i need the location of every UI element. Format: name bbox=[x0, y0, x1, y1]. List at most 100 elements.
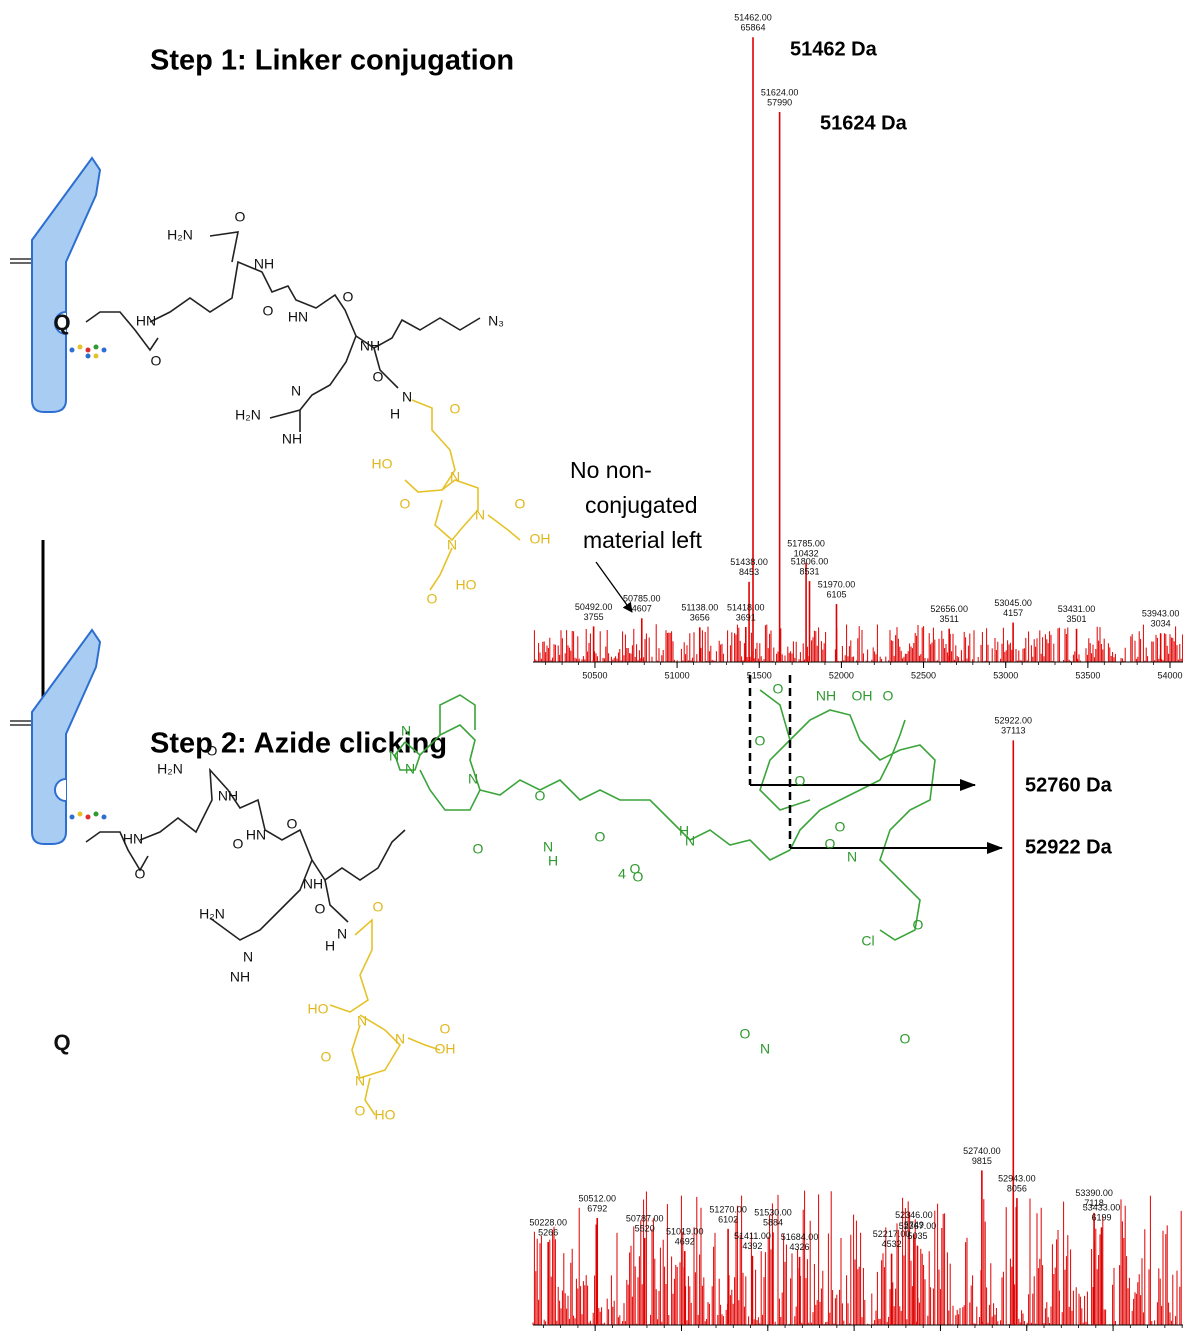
bond bbox=[405, 400, 455, 492]
peak-mass-label: 53433.00 bbox=[1083, 1203, 1121, 1213]
antibody-top bbox=[10, 158, 107, 412]
x-tick-label: 52500 bbox=[911, 670, 936, 680]
x-tick-label: 51000 bbox=[665, 670, 690, 680]
atom-label: O bbox=[263, 303, 274, 319]
x-tick-label: 54000 bbox=[1158, 670, 1183, 680]
peak-intensity-label: 4607 bbox=[632, 604, 652, 614]
bond bbox=[325, 880, 348, 922]
bond bbox=[365, 1078, 375, 1115]
atom-label: OH bbox=[530, 531, 551, 547]
atom-label: O bbox=[151, 353, 162, 369]
peak-intensity-label: 3755 bbox=[584, 612, 604, 622]
peak-intensity-label: 37113 bbox=[1001, 726, 1025, 736]
atom-label: N bbox=[447, 537, 457, 553]
peak-intensity-label: 57990 bbox=[767, 97, 792, 107]
peak-intensity-label: 6102 bbox=[718, 1214, 738, 1224]
atom-label: N bbox=[355, 1073, 365, 1089]
sugar bbox=[78, 345, 83, 350]
peak-intensity-label: 6199 bbox=[1091, 1213, 1111, 1223]
bond bbox=[210, 232, 238, 262]
atom-label: O bbox=[900, 1031, 911, 1047]
peak-mass-label: 51462.00 bbox=[734, 13, 772, 23]
atom-label: O bbox=[440, 1021, 451, 1037]
atom-label: N bbox=[468, 771, 478, 787]
peak-mass-label: 52740.00 bbox=[963, 1146, 1001, 1156]
atom-label: O bbox=[343, 289, 354, 305]
bond bbox=[210, 860, 312, 940]
peak-intensity-label: 4392 bbox=[742, 1241, 762, 1251]
peak-intensity-label: 6105 bbox=[826, 589, 846, 599]
atom-label: OH bbox=[852, 688, 873, 704]
peak-mass-label: 51138.00 bbox=[681, 603, 718, 613]
peak-mass-label: 52943.00 bbox=[998, 1173, 1036, 1183]
mass-callout: 51462 Da bbox=[790, 38, 878, 60]
step-title: Step 1: Linker conjugation bbox=[150, 45, 514, 77]
atom-label: N bbox=[357, 1013, 367, 1029]
atom-label: H₂N bbox=[167, 227, 193, 243]
peak-mass-label: 51411.00 bbox=[734, 1231, 771, 1241]
peak-intensity-label: 8056 bbox=[1007, 1183, 1027, 1193]
peak-mass-label: 52346.00 bbox=[895, 1210, 933, 1220]
atom-label: NH bbox=[218, 788, 238, 804]
bond bbox=[430, 548, 452, 590]
peak-mass-label: 52656.00 bbox=[930, 604, 968, 614]
atom-label: O bbox=[913, 917, 924, 933]
atom-label: HO bbox=[372, 456, 393, 472]
atom-label: HN bbox=[123, 831, 143, 847]
peak-mass-label: 52367.00 bbox=[899, 1221, 937, 1231]
mass-callout: 52760 Da bbox=[1025, 774, 1113, 796]
sugar bbox=[94, 812, 99, 817]
antibody-bottom bbox=[10, 630, 107, 844]
atom-label: H bbox=[325, 938, 335, 954]
atom-label: NH bbox=[816, 688, 836, 704]
atom-label: NH bbox=[230, 969, 250, 985]
atom-label: N₃ bbox=[488, 313, 504, 329]
peak-intensity-label: 5266 bbox=[538, 1227, 558, 1237]
atom-label: HN bbox=[246, 827, 266, 843]
peak-mass-label: 53943.00 bbox=[1142, 609, 1180, 619]
peak-mass-label: 51418.00 bbox=[727, 602, 765, 612]
atom-label: N bbox=[291, 383, 301, 399]
peak-mass-label: 52922.00 bbox=[995, 716, 1033, 726]
sugar bbox=[86, 815, 91, 820]
sugar bbox=[102, 348, 107, 353]
atom-label: O bbox=[207, 743, 218, 759]
bond bbox=[480, 780, 790, 860]
sugar bbox=[94, 345, 99, 350]
residue-label: Q bbox=[53, 1030, 70, 1055]
atom-label: H₂N bbox=[157, 761, 183, 777]
atom-label: H bbox=[679, 823, 689, 839]
bond bbox=[150, 262, 480, 348]
atom-label: N bbox=[401, 723, 411, 739]
atom-label: OH bbox=[435, 1041, 456, 1057]
atom-label: H bbox=[390, 406, 400, 422]
atom-label: H₂N bbox=[199, 906, 225, 922]
antibody-shape bbox=[32, 158, 100, 412]
atom-label: HN bbox=[136, 313, 156, 329]
x-tick-label: 50500 bbox=[582, 670, 607, 680]
sugar bbox=[78, 812, 83, 817]
atom-label: N bbox=[402, 389, 412, 405]
annotation: No non- bbox=[570, 457, 652, 483]
atom-label: O bbox=[883, 688, 894, 704]
atom-label: HN bbox=[288, 309, 308, 325]
mass-callout: 52922 Da bbox=[1025, 836, 1113, 858]
sugar bbox=[86, 354, 91, 359]
peak-intensity-label: 8531 bbox=[800, 566, 820, 576]
peak-mass-label: 51806.00 bbox=[791, 556, 829, 566]
atom-label: O bbox=[740, 1026, 751, 1042]
atom-label: 4 bbox=[618, 866, 626, 882]
bond bbox=[488, 515, 520, 540]
atom-label: O bbox=[825, 836, 836, 852]
sugar bbox=[70, 348, 75, 353]
atom-label: N bbox=[450, 469, 460, 485]
atom-label: O bbox=[515, 496, 526, 512]
peak-intensity-label: 5520 bbox=[635, 1223, 655, 1233]
x-tick-label: 52000 bbox=[829, 670, 854, 680]
peak-intensity-label: 3656 bbox=[690, 613, 710, 623]
peak-mass-label: 51019.00 bbox=[666, 1226, 704, 1236]
peak-intensity-label: 3501 bbox=[1067, 614, 1087, 624]
sugar bbox=[70, 815, 75, 820]
annotation: conjugated bbox=[585, 492, 698, 518]
peak-intensity-label: 5884 bbox=[763, 1218, 783, 1228]
